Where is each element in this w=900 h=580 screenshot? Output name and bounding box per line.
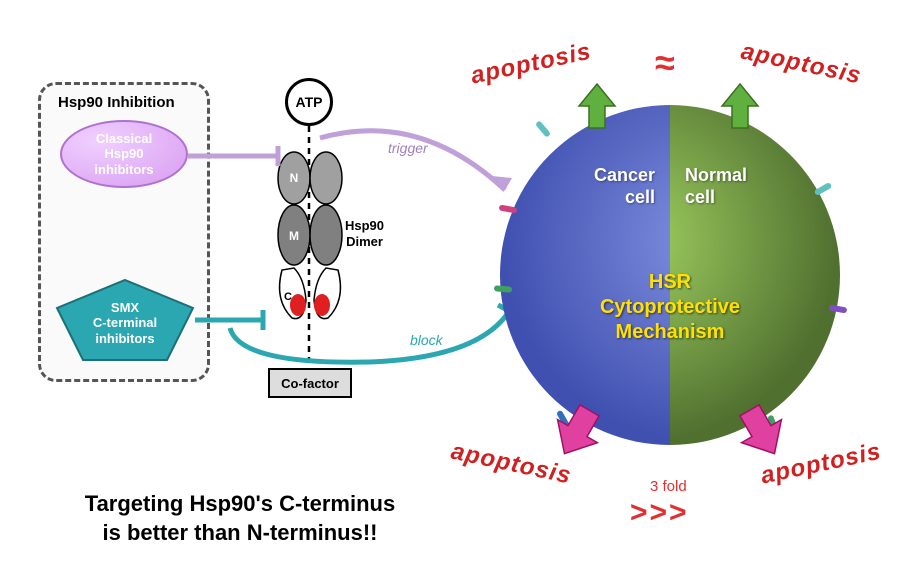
classical-label: Classical Hsp90 inhibitors xyxy=(94,131,153,178)
svg-text:M: M xyxy=(289,229,299,243)
classical-tbar xyxy=(188,146,288,166)
block-tbar xyxy=(220,300,520,375)
smx-node: SMX C-terminal inhibitors xyxy=(55,288,195,358)
approx-symbol: ≈ xyxy=(655,42,675,84)
cofactor-label: Co-factor xyxy=(281,376,339,391)
normal-cell-label: Normal cell xyxy=(685,165,805,208)
atp-node: ATP xyxy=(285,78,333,126)
cell-spike xyxy=(535,120,551,138)
smx-label: SMX C-terminal inhibitors xyxy=(93,300,157,347)
fold-label: 3 fold xyxy=(650,478,687,495)
dimer-label: Hsp90 Dimer xyxy=(345,218,384,249)
atp-label: ATP xyxy=(296,94,323,110)
cell-spike xyxy=(814,182,833,196)
classical-inhibitors-node: Classical Hsp90 inhibitors xyxy=(60,120,188,188)
conclusion-text: Targeting Hsp90's C-terminus is better t… xyxy=(40,490,440,547)
trigger-label: trigger xyxy=(388,140,428,156)
cancer-cell-label: Cancer cell xyxy=(535,165,655,208)
trigger-arrow xyxy=(310,120,520,210)
svg-text:N: N xyxy=(290,171,299,185)
block-label: block xyxy=(410,332,443,348)
top-left-arrow xyxy=(575,82,619,130)
hsr-label: HSR Cytoprotective Mechanism xyxy=(530,270,810,345)
triple-gt: >>> xyxy=(630,496,689,530)
inhibition-title: Hsp90 Inhibition xyxy=(58,94,175,111)
cell-spike xyxy=(494,285,512,293)
top-right-arrow xyxy=(718,82,762,130)
